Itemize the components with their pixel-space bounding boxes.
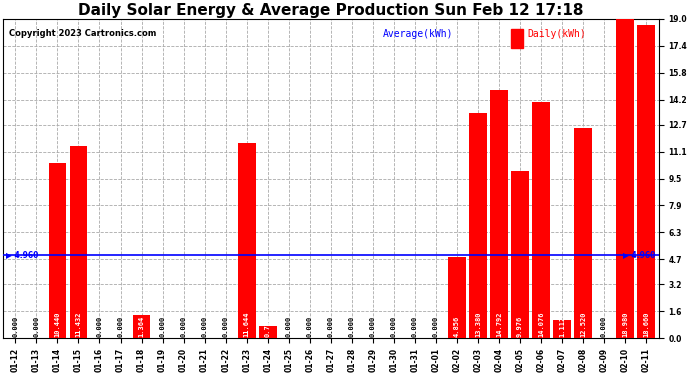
Text: 1.112: 1.112 [559,316,565,338]
Text: 0.000: 0.000 [307,316,313,338]
Text: 9.976: 9.976 [517,316,523,338]
Bar [448,256,466,338]
Bar [553,320,571,338]
Text: 4.856: 4.856 [454,316,460,338]
Text: 11.432: 11.432 [75,312,81,338]
Text: ▶ 4.960: ▶ 4.960 [6,251,39,260]
Text: 0.000: 0.000 [412,316,418,338]
Text: 12.520: 12.520 [580,312,586,338]
Text: 18.660: 18.660 [643,312,649,338]
Bar [238,142,255,338]
Text: 10.440: 10.440 [55,312,61,338]
Text: 0.000: 0.000 [348,316,355,338]
Text: 0.000: 0.000 [601,316,607,338]
Bar [616,19,634,338]
Text: Daily(kWh): Daily(kWh) [528,28,586,39]
Text: 0.000: 0.000 [286,316,292,338]
Text: 0.000: 0.000 [12,316,19,338]
Text: 0.000: 0.000 [201,316,208,338]
Text: 0.000: 0.000 [117,316,124,338]
Text: 11.644: 11.644 [244,312,250,338]
Text: 18.980: 18.980 [622,312,628,338]
Text: 0.000: 0.000 [97,316,103,338]
Text: 0.000: 0.000 [370,316,376,338]
Text: 0.000: 0.000 [181,316,186,338]
Text: ▶ 4.960: ▶ 4.960 [623,251,656,260]
Bar [637,25,655,338]
Text: 14.792: 14.792 [496,312,502,338]
Title: Daily Solar Energy & Average Production Sun Feb 12 17:18: Daily Solar Energy & Average Production … [78,3,584,18]
Text: 0.000: 0.000 [223,316,228,338]
Text: 13.380: 13.380 [475,312,481,338]
Text: 0.000: 0.000 [391,316,397,338]
Text: 0.000: 0.000 [328,316,334,338]
Bar [259,326,277,338]
Bar [532,102,550,338]
Text: 0.000: 0.000 [159,316,166,338]
Bar [132,315,150,338]
Bar [469,113,487,338]
Bar [574,128,592,338]
Bar [511,171,529,338]
Bar [490,90,508,338]
Text: Copyright 2023 Cartronics.com: Copyright 2023 Cartronics.com [10,28,157,38]
Text: 0.000: 0.000 [433,316,439,338]
Text: 1.364: 1.364 [139,316,144,338]
Bar [70,146,88,338]
Text: 14.076: 14.076 [538,312,544,338]
Text: 0.000: 0.000 [33,316,39,338]
Bar [48,163,66,338]
Bar [511,28,523,48]
Text: Average(kWh): Average(kWh) [383,28,454,39]
Text: 0.732: 0.732 [265,316,270,338]
